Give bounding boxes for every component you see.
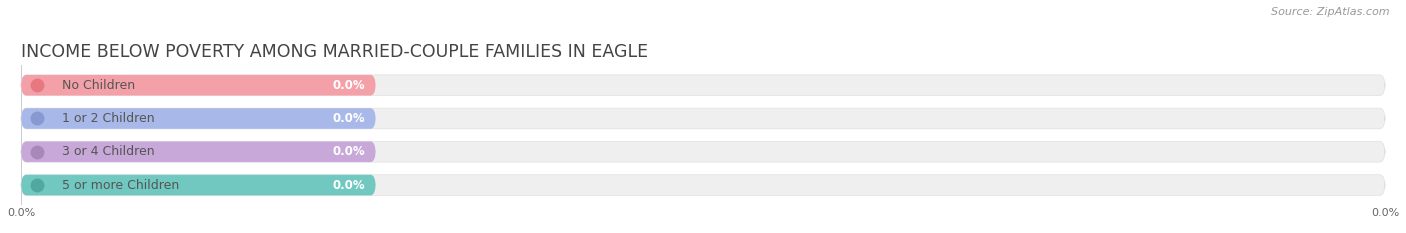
FancyBboxPatch shape [21, 175, 375, 195]
Text: 0.0%: 0.0% [332, 79, 364, 92]
Text: 0.0%: 0.0% [332, 145, 364, 158]
Text: INCOME BELOW POVERTY AMONG MARRIED-COUPLE FAMILIES IN EAGLE: INCOME BELOW POVERTY AMONG MARRIED-COUPL… [21, 43, 648, 61]
FancyBboxPatch shape [21, 175, 1385, 195]
FancyBboxPatch shape [21, 108, 375, 129]
Text: 0.0%: 0.0% [332, 178, 364, 192]
Text: 1 or 2 Children: 1 or 2 Children [62, 112, 155, 125]
Text: 5 or more Children: 5 or more Children [62, 178, 179, 192]
FancyBboxPatch shape [21, 75, 1385, 96]
Text: No Children: No Children [62, 79, 135, 92]
FancyBboxPatch shape [21, 108, 1385, 129]
Text: 3 or 4 Children: 3 or 4 Children [62, 145, 155, 158]
FancyBboxPatch shape [21, 75, 375, 96]
Text: 0.0%: 0.0% [332, 112, 364, 125]
FancyBboxPatch shape [21, 141, 375, 162]
FancyBboxPatch shape [21, 141, 1385, 162]
Text: Source: ZipAtlas.com: Source: ZipAtlas.com [1271, 7, 1389, 17]
